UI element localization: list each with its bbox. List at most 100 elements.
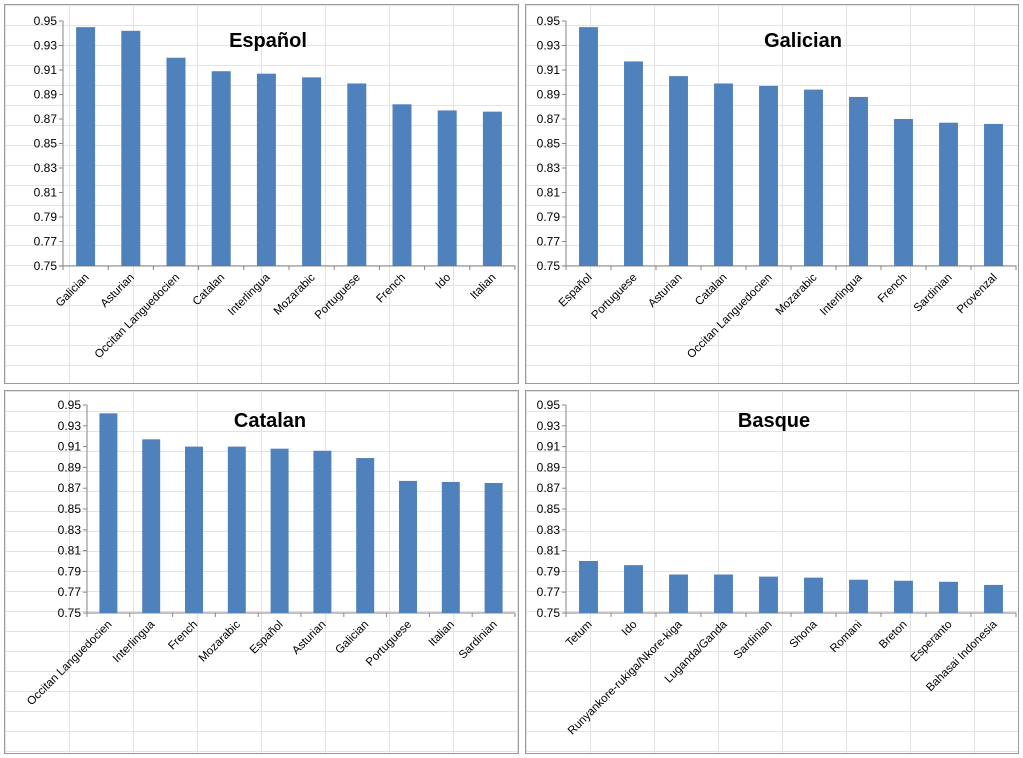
bar [849, 96, 868, 266]
y-tick-label: 0.91 [537, 63, 561, 77]
y-tick-label: 0.75 [58, 606, 82, 620]
bar-chart-espanol: Español 0.95 0.93 0.91 0.89 0.87 0.85 0.83 0.81… [34, 14, 516, 361]
y-tick-label: 0.77 [34, 235, 58, 249]
x-category-label: Italian [427, 619, 457, 649]
x-category-label: Occitan Languedocien [93, 272, 182, 361]
bar [166, 57, 186, 266]
bar [356, 458, 375, 613]
y-tick-label: 0.81 [34, 186, 58, 200]
y-tick-label: 0.81 [537, 544, 561, 558]
bar [939, 122, 958, 266]
bar [669, 76, 688, 266]
y-tick-label: 0.79 [537, 210, 561, 224]
x-category-label: French [876, 272, 910, 306]
bar [313, 450, 332, 613]
bar [484, 483, 503, 613]
y-tick-label: 0.83 [34, 161, 58, 175]
y-tick-label: 0.83 [537, 161, 561, 175]
y-tick-label: 0.81 [58, 544, 82, 558]
y-tick-label: 0.93 [537, 39, 561, 53]
x-category-label: Ido [620, 619, 640, 639]
y-tick-label: 0.85 [58, 502, 82, 516]
y-tick-label: 0.91 [34, 63, 58, 77]
chart-panel-catalan: Catalan 0.95 0.93 0.91 0.89 0.87 0.85 0.83 0.81… [4, 390, 519, 754]
y-tick-label: 0.95 [34, 14, 58, 28]
y-tick-label: 0.93 [34, 39, 58, 53]
bar [714, 83, 733, 266]
x-category-label: Occitan Languedocien [685, 272, 774, 361]
bar [669, 574, 688, 613]
bar [441, 481, 460, 613]
x-category-label: Sardinian [732, 619, 775, 662]
y-tick-label: 0.85 [537, 502, 561, 516]
y-tick-label: 0.87 [537, 112, 561, 126]
y-tick-label: 0.77 [537, 235, 561, 249]
x-category-label: Interlingua [226, 271, 273, 318]
bar [392, 104, 412, 266]
x-category-label: French [374, 272, 408, 306]
y-tick-label: 0.89 [537, 460, 561, 474]
bar [185, 446, 203, 613]
bar [894, 580, 913, 613]
y-tick-label: 0.81 [537, 186, 561, 200]
x-category-label: Galician [333, 619, 371, 657]
y-tick-label: 0.91 [537, 440, 561, 454]
chart-panel-basque: Basque 0.95 0.93 0.91 0.89 0.87 0.85 0.83 0.81 0… [525, 390, 1019, 754]
y-tick-label: 0.79 [34, 210, 58, 224]
bar [759, 85, 778, 266]
y-tick-label: 0.79 [537, 564, 561, 578]
x-category-label: Portuguese [590, 272, 640, 322]
y-tick-label: 0.79 [58, 564, 82, 578]
bar [256, 73, 276, 266]
x-category-label: Portuguese [313, 272, 363, 322]
x-category-label: Sardinian [457, 619, 500, 662]
y-tick-label: 0.91 [58, 440, 82, 454]
x-category-label: French [166, 619, 200, 653]
bar [227, 446, 246, 613]
chart-title: Español [229, 30, 307, 52]
x-category-label: Mozarabic [272, 271, 318, 317]
x-category-label: Asturian [290, 619, 328, 657]
bar [211, 71, 231, 266]
y-tick-label: 0.77 [537, 585, 561, 599]
chart-title: Galician [764, 30, 842, 52]
bar [849, 579, 868, 613]
bar [579, 27, 598, 266]
y-tick-label: 0.75 [537, 606, 561, 620]
x-category-label: Interlingua [818, 271, 865, 318]
x-category-label: Asturian [646, 272, 684, 310]
bar-chart-basque: Basque 0.95 0.93 0.91 0.89 0.87 0.85 0.83 0.81 0… [537, 398, 1017, 737]
x-category-label: Romani [828, 619, 865, 656]
y-tick-label: 0.95 [537, 14, 561, 28]
bar [482, 111, 502, 267]
bar [302, 77, 322, 266]
x-category-label: Catalan [191, 272, 228, 309]
y-tick-label: 0.75 [537, 259, 561, 273]
y-tick-label: 0.75 [34, 259, 58, 273]
x-category-label: Occitan Languedocien [25, 619, 114, 708]
bar [984, 123, 1003, 267]
x-category-label: Español [557, 272, 595, 310]
bar [984, 584, 1003, 613]
x-category-label: Provenzal [955, 272, 1000, 317]
x-category-label: Galician [54, 272, 92, 310]
x-category-label: Esperanto [909, 619, 955, 665]
bar [894, 119, 913, 266]
x-category-label: Interlingua [111, 618, 158, 665]
x-category-label: Mozarabic [774, 271, 820, 317]
y-tick-label: 0.83 [58, 523, 82, 537]
bar [437, 110, 457, 266]
x-category-label: Shona [788, 618, 820, 650]
y-tick-label: 0.95 [58, 398, 82, 412]
bar-chart-galician: Galician 0.95 0.93 0.91 0.89 0.87 0.85 0.83 0.8… [537, 14, 1017, 361]
x-category-label: Asturian [99, 272, 137, 310]
y-tick-label: 0.93 [58, 419, 82, 433]
y-tick-label: 0.77 [58, 585, 82, 599]
x-category-label: Ido [434, 272, 454, 292]
bar-chart-catalan: Catalan 0.95 0.93 0.91 0.89 0.87 0.85 0.83 0.81… [25, 398, 516, 708]
bar [99, 413, 118, 613]
y-tick-label: 0.83 [537, 523, 561, 537]
bar [399, 480, 417, 613]
bar [624, 565, 643, 613]
x-category-label: Italian [468, 272, 498, 302]
